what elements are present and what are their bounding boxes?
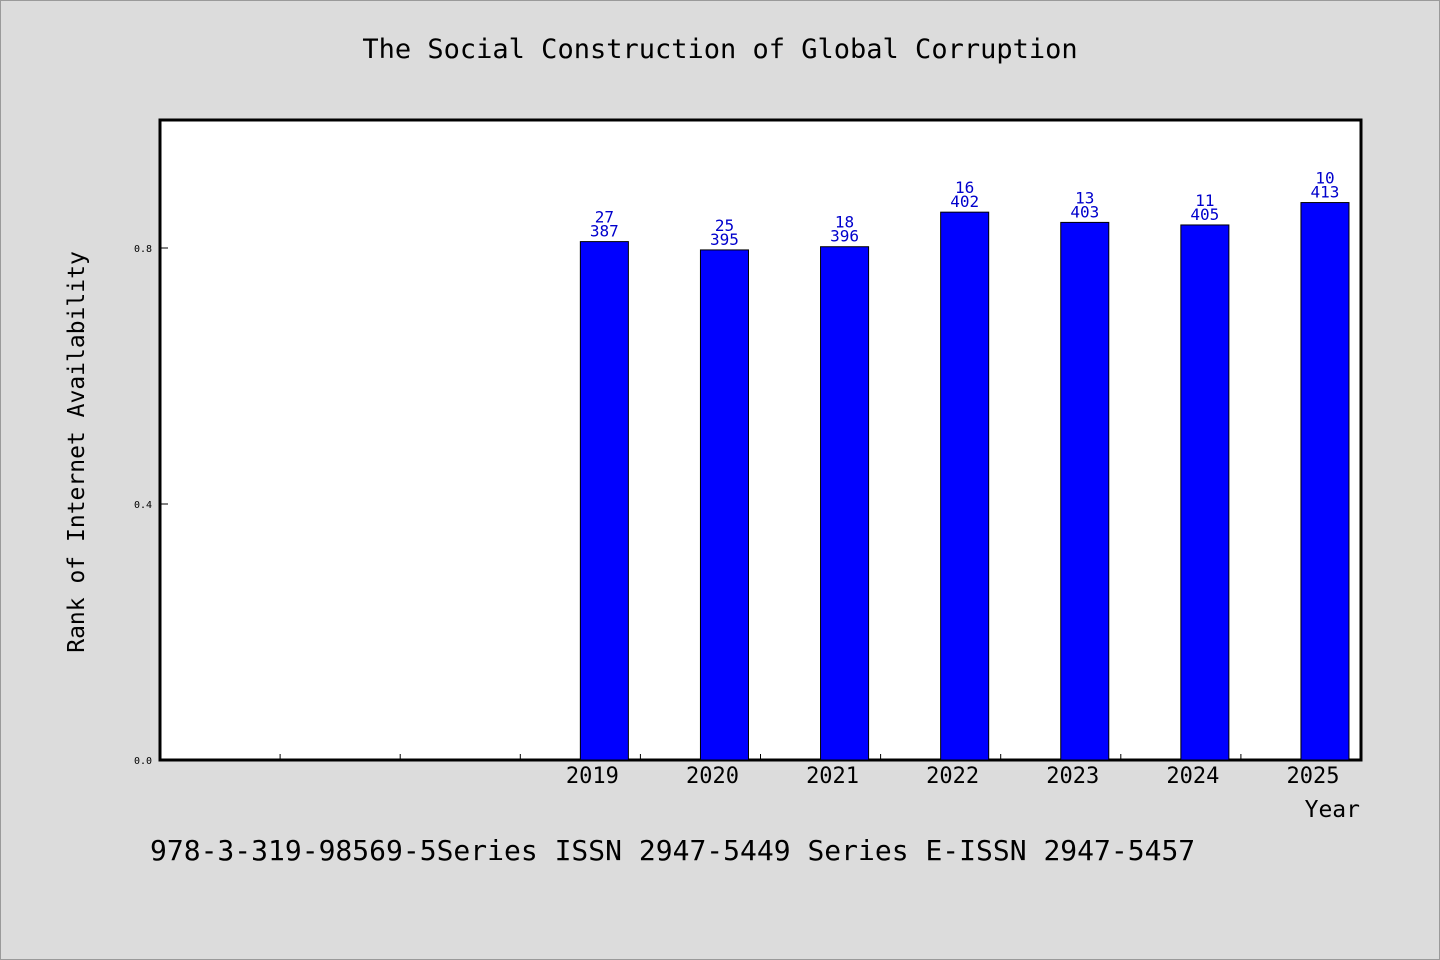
bar	[820, 246, 870, 761]
x-tick-label: 2021	[806, 764, 859, 789]
x-tick-label: 2020	[686, 764, 739, 789]
data-label-count: 403	[1070, 202, 1099, 221]
x-tick-label: 2023	[1046, 764, 1099, 789]
bar	[579, 241, 629, 761]
data-label-rank: 13	[1075, 188, 1094, 207]
data-label-rank: 10	[1315, 169, 1334, 188]
x-axis-label: Year	[1305, 797, 1360, 823]
bars-layer	[579, 202, 1350, 761]
data-label-count: 413	[1311, 183, 1340, 202]
data-label-count: 405	[1190, 205, 1219, 224]
data-label-rank: 27	[595, 208, 614, 227]
ticks-layer	[160, 247, 1242, 761]
x-tick-label: 2024	[1166, 764, 1219, 789]
data-label-rank: 11	[1195, 191, 1214, 210]
data-label-count: 387	[590, 222, 619, 241]
y-tick-label: 0.8	[134, 244, 152, 255]
x-tick-label: 2019	[566, 764, 619, 789]
plot-area	[158, 118, 1363, 762]
x-tick-label: 2022	[926, 764, 979, 789]
bar	[1180, 224, 1230, 761]
data-label-rank: 25	[715, 216, 734, 235]
data-label-rank: 18	[835, 213, 854, 232]
data-label-rank: 16	[955, 178, 974, 197]
x-tick-label: 2025	[1286, 764, 1339, 789]
bar	[699, 249, 749, 761]
data-label-count: 402	[950, 192, 979, 211]
y-tick-label: 0.0	[134, 756, 152, 767]
data-label-count: 396	[830, 227, 859, 246]
y-axis-label: Rank of Internet Availability	[64, 251, 90, 653]
chart-title: The Social Construction of Global Corrup…	[362, 34, 1078, 65]
bar	[1300, 202, 1350, 761]
bar	[940, 211, 990, 761]
footer-note: 978-3-319-98569-5Series ISSN 2947-5449 S…	[150, 834, 1196, 867]
bar	[1060, 221, 1110, 761]
data-label-count: 395	[710, 230, 739, 249]
y-tick-label: 0.4	[134, 500, 152, 511]
